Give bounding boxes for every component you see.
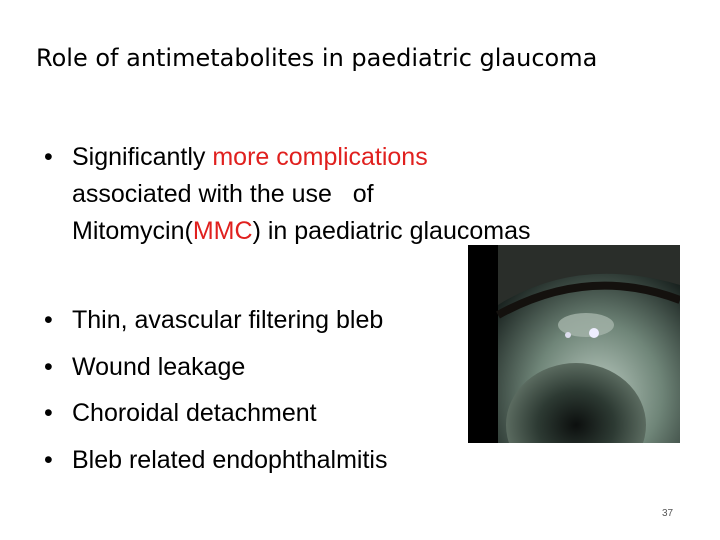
bullet-text: Bleb related endophthalmitis <box>72 445 388 474</box>
bullet-text: Choroidal detachment <box>72 399 317 427</box>
highlight-text: more complications <box>212 143 428 171</box>
slide-title: Role of antimetabolites in paediatric gl… <box>36 44 598 72</box>
text-line: associated with the use of <box>72 180 374 209</box>
text: Mitomycin( <box>72 217 193 245</box>
bullet-dot: • <box>44 143 53 171</box>
bullet-text: Wound leakage <box>72 352 246 381</box>
text: associated with the use of <box>72 180 374 208</box>
bullet-dot: • <box>44 306 53 334</box>
text-line: Mitomycin(MMC) in paediatric glaucomas <box>72 217 530 246</box>
bullet-dot: • <box>44 445 53 474</box>
page-number: 37 <box>662 508 674 519</box>
highlight-text: MMC <box>192 217 253 245</box>
bullet-dot: • <box>44 399 53 427</box>
eye-photo <box>468 245 680 443</box>
text-line: Significantly more complications <box>72 143 428 172</box>
text: ) in paediatric glaucomas <box>252 217 531 245</box>
text: Significantly <box>72 143 213 171</box>
bullet-text: Thin, avascular filtering bleb <box>72 306 384 334</box>
bullet-dot: • <box>44 352 53 381</box>
